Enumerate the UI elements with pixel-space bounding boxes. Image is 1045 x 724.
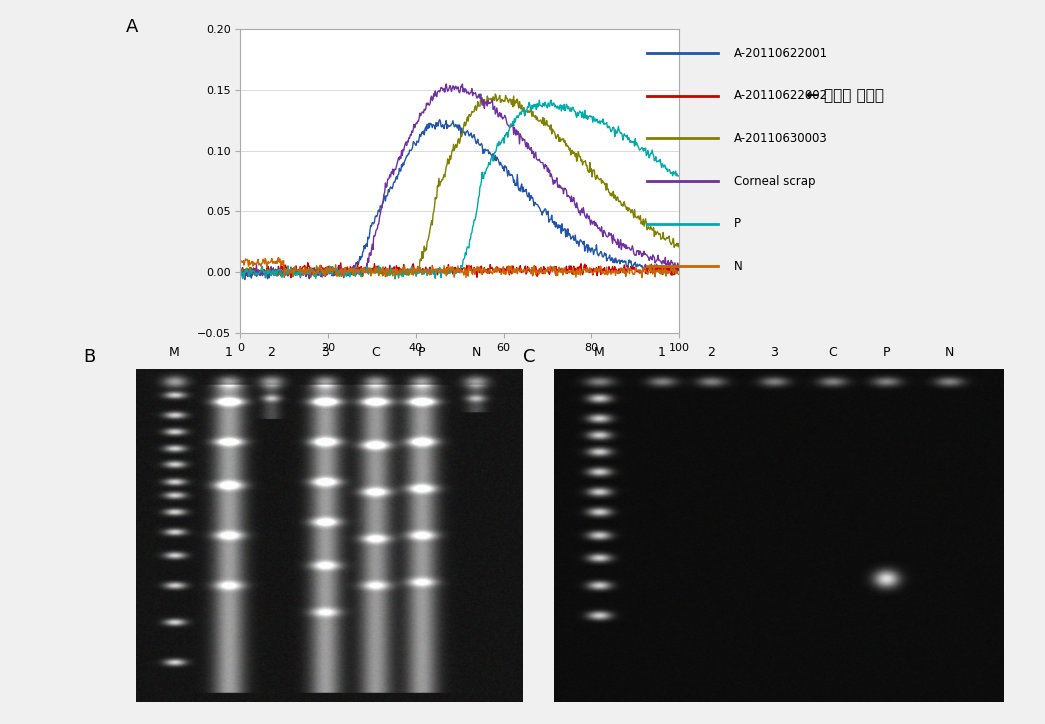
Corneal scrap <box>348 261 361 269</box>
Text: ← 진균성 각막염: ← 진균성 각막염 <box>806 88 884 104</box>
Corneal scrap <box>673 263 686 272</box>
Text: B: B <box>84 348 96 366</box>
Line: P: P <box>240 100 679 279</box>
Corneal scrap <box>494 112 507 121</box>
A-20110622001 <box>234 265 247 274</box>
Text: A-20110622001: A-20110622001 <box>735 47 829 60</box>
Text: 1: 1 <box>657 346 666 359</box>
Corneal scrap <box>312 268 325 277</box>
Corneal scrap <box>529 150 541 159</box>
A-20110630003 <box>673 243 686 252</box>
N <box>312 266 325 275</box>
A-20110622001 <box>494 158 507 167</box>
N <box>493 264 506 272</box>
Text: M: M <box>594 346 604 359</box>
A-20110622002 <box>494 264 507 273</box>
A-20110622001 <box>434 117 446 125</box>
Corneal scrap <box>566 197 579 206</box>
P <box>528 102 540 111</box>
A-20110622002 <box>348 265 361 274</box>
Text: N: N <box>735 260 743 273</box>
A-20110630003 <box>566 146 579 155</box>
Text: 2: 2 <box>707 346 715 359</box>
A-20110622002 <box>434 266 446 274</box>
Line: A-20110630003: A-20110630003 <box>240 94 679 278</box>
Line: A-20110622001: A-20110622001 <box>240 119 679 278</box>
Text: N: N <box>471 346 481 359</box>
A-20110630003 <box>234 266 247 274</box>
A-20110622002 <box>566 270 579 279</box>
Text: P: P <box>735 217 741 230</box>
A-20110622002 <box>334 258 347 267</box>
N <box>635 273 648 282</box>
Text: 1: 1 <box>225 346 233 359</box>
N <box>348 264 361 273</box>
Corneal scrap <box>434 88 446 96</box>
Text: M: M <box>169 346 180 359</box>
A-20110630003 <box>434 182 446 190</box>
Text: 3: 3 <box>770 346 777 359</box>
P <box>673 172 686 180</box>
P <box>234 267 247 276</box>
A-20110622001 <box>434 115 446 124</box>
Text: C: C <box>371 346 380 359</box>
N <box>528 261 540 270</box>
N <box>234 256 247 265</box>
N <box>434 269 446 277</box>
P <box>434 263 446 272</box>
A-20110622002 <box>529 266 541 274</box>
P <box>493 140 506 149</box>
Line: A-20110622002: A-20110622002 <box>240 263 679 278</box>
Text: 2: 2 <box>268 346 275 359</box>
A-20110622002 <box>312 269 325 277</box>
P <box>389 274 401 283</box>
Text: C: C <box>522 348 535 366</box>
P <box>533 96 545 104</box>
P <box>566 104 579 112</box>
A-20110622001 <box>529 198 541 206</box>
Text: Corneal scrap: Corneal scrap <box>735 174 816 188</box>
N <box>272 253 284 262</box>
Text: A-20110622002: A-20110622002 <box>735 89 829 102</box>
A-20110630003 <box>392 274 404 282</box>
A-20110622001 <box>348 264 361 273</box>
P <box>347 266 359 275</box>
A-20110622001 <box>246 274 258 282</box>
Line: Corneal scrap: Corneal scrap <box>240 84 679 279</box>
Corneal scrap <box>440 80 452 88</box>
Corneal scrap <box>234 266 247 274</box>
Text: 3: 3 <box>322 346 329 359</box>
Line: N: N <box>240 258 679 277</box>
Text: P: P <box>418 346 425 359</box>
A-20110622001 <box>673 261 686 270</box>
Text: A-20110630003: A-20110630003 <box>735 132 828 145</box>
A-20110622002 <box>284 274 297 282</box>
N <box>565 267 578 276</box>
A-20110622001 <box>566 232 579 241</box>
Text: N: N <box>945 346 954 359</box>
A-20110630003 <box>489 90 502 98</box>
A-20110622001 <box>312 269 325 277</box>
A-20110630003 <box>529 113 541 122</box>
A-20110630003 <box>311 265 324 274</box>
A-20110622002 <box>234 265 247 274</box>
A-20110630003 <box>494 98 507 106</box>
P <box>311 268 324 277</box>
A-20110630003 <box>347 271 359 279</box>
Text: C: C <box>828 346 837 359</box>
Text: A: A <box>125 18 138 36</box>
A-20110622002 <box>673 265 686 274</box>
Text: P: P <box>883 346 890 359</box>
Corneal scrap <box>238 275 251 284</box>
N <box>673 270 686 279</box>
